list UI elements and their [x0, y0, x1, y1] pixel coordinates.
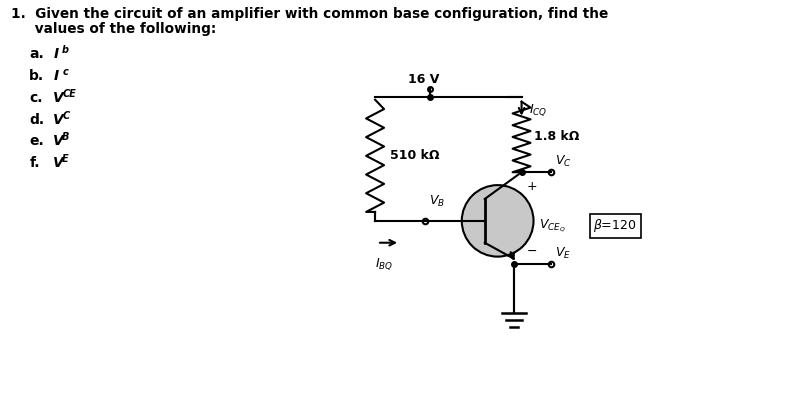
Text: values of the following:: values of the following: — [11, 22, 217, 36]
Text: V: V — [53, 156, 64, 170]
Text: E: E — [62, 154, 69, 164]
Text: I: I — [53, 47, 58, 61]
Text: f.: f. — [29, 156, 40, 170]
Text: $V_B$: $V_B$ — [429, 194, 445, 209]
Text: $V_{CE_Q}$: $V_{CE_Q}$ — [539, 217, 565, 234]
Text: −: − — [527, 245, 537, 258]
Text: c: c — [62, 67, 68, 77]
Text: $I_{CQ}$: $I_{CQ}$ — [528, 103, 547, 118]
Text: C: C — [62, 111, 69, 121]
Text: +: + — [527, 180, 537, 193]
Text: e.: e. — [29, 135, 44, 148]
Text: 510 kΩ: 510 kΩ — [390, 149, 439, 162]
Text: V: V — [53, 91, 64, 105]
Text: $V_C$: $V_C$ — [556, 154, 572, 169]
Text: B: B — [62, 133, 69, 143]
Text: 1.8 kΩ: 1.8 kΩ — [533, 130, 579, 143]
Text: V: V — [53, 135, 64, 148]
Text: c.: c. — [29, 91, 43, 105]
Text: d.: d. — [29, 113, 45, 126]
Text: 16 V: 16 V — [408, 73, 440, 86]
Circle shape — [461, 185, 533, 257]
Text: $V_E$: $V_E$ — [556, 246, 571, 261]
Text: V: V — [53, 113, 64, 126]
Text: b: b — [62, 45, 69, 55]
Text: 1.  Given the circuit of an amplifier with common base configuration, find the: 1. Given the circuit of an amplifier wit… — [11, 7, 609, 21]
Text: CE: CE — [62, 89, 76, 99]
Text: I: I — [53, 69, 58, 83]
Text: $I_{BQ}$: $I_{BQ}$ — [375, 257, 393, 272]
Text: $\beta$=120: $\beta$=120 — [593, 217, 637, 234]
Text: b.: b. — [29, 69, 45, 83]
Text: a.: a. — [29, 47, 44, 61]
